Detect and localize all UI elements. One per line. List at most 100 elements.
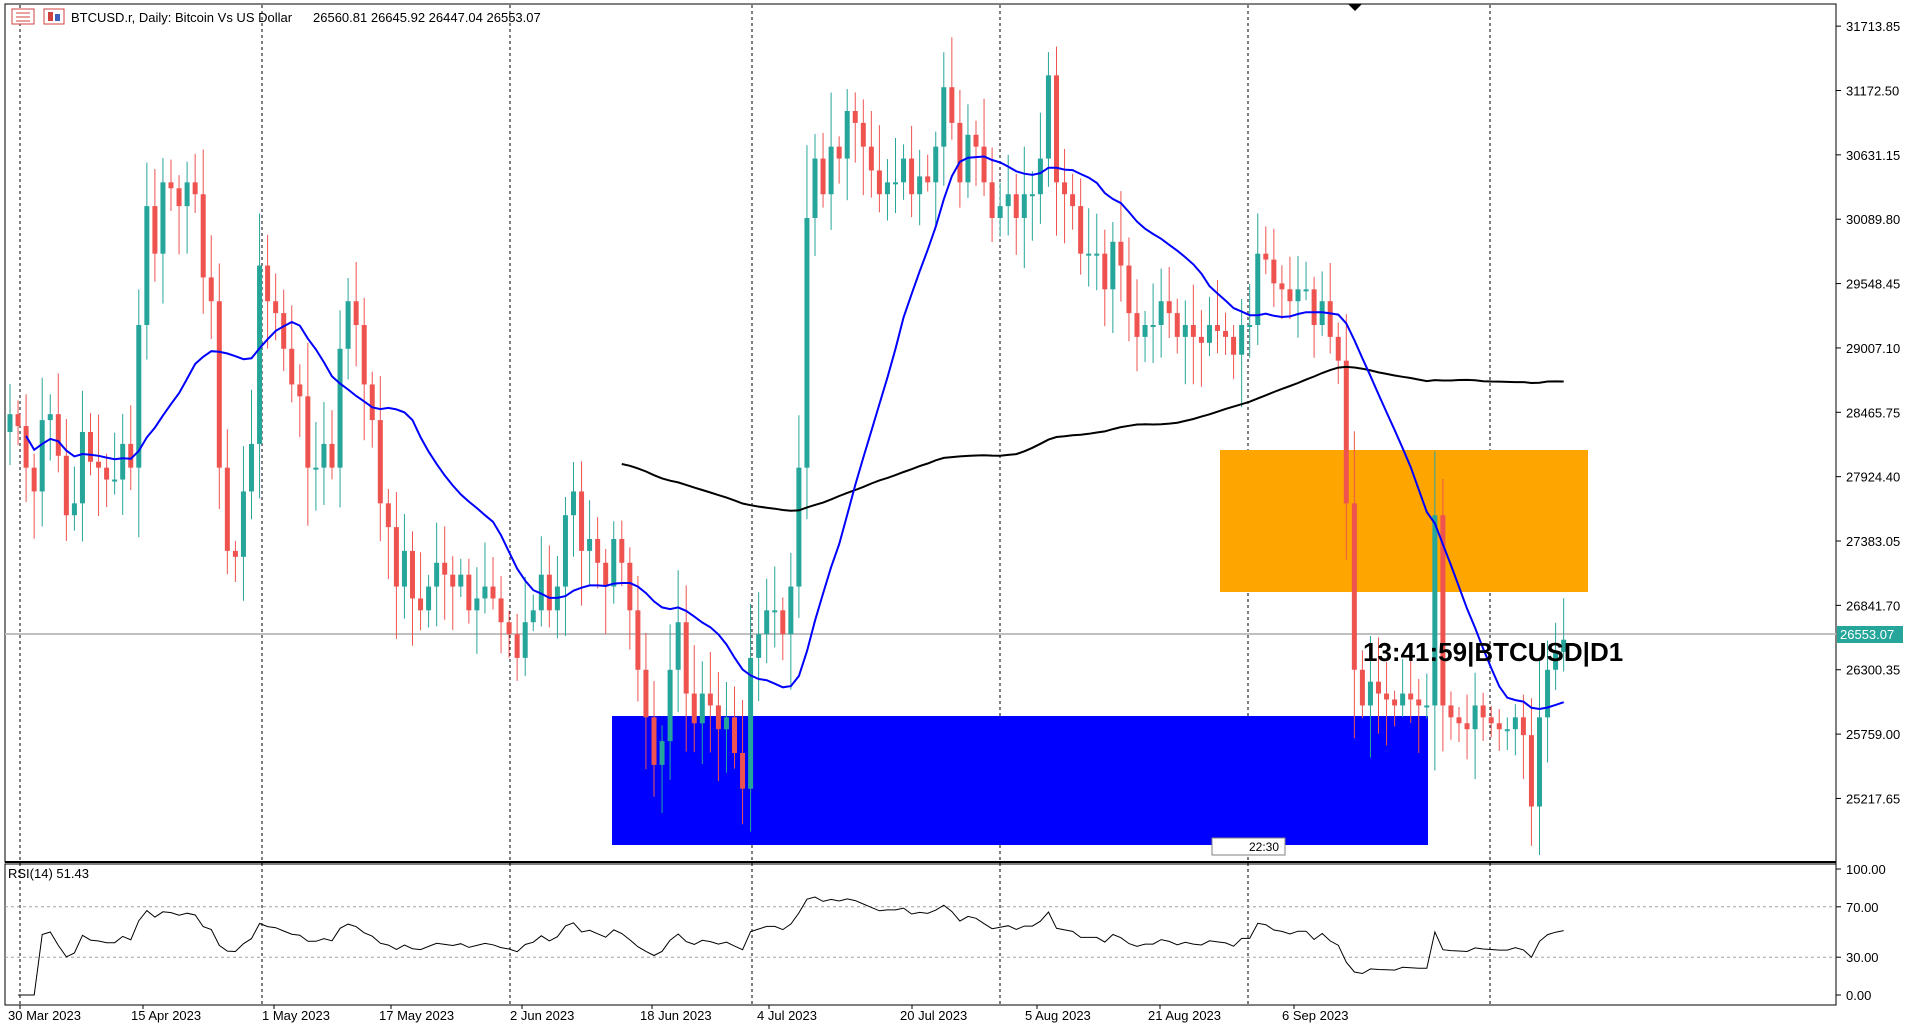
- candle-body[interactable]: [627, 562, 633, 611]
- candle-body[interactable]: [1102, 253, 1108, 290]
- moving-average-fast[interactable]: [25, 155, 1565, 711]
- candle-body[interactable]: [707, 693, 713, 706]
- candle-body[interactable]: [71, 503, 77, 516]
- candle-body[interactable]: [1190, 325, 1196, 337]
- candle-body[interactable]: [289, 348, 295, 385]
- candle-body[interactable]: [1448, 705, 1454, 718]
- candle-body[interactable]: [538, 574, 544, 611]
- candle-body[interactable]: [1561, 639, 1567, 652]
- candle-body[interactable]: [804, 218, 810, 468]
- candle-body[interactable]: [1351, 503, 1357, 670]
- candle-body[interactable]: [1488, 717, 1494, 724]
- candle-body[interactable]: [265, 265, 271, 302]
- moving-average-slow[interactable]: [621, 365, 1564, 512]
- candle-body[interactable]: [112, 479, 118, 482]
- candle-body[interactable]: [418, 598, 424, 611]
- candle-body[interactable]: [1512, 717, 1518, 730]
- candle-body[interactable]: [184, 182, 190, 207]
- candle-body[interactable]: [611, 539, 617, 587]
- candle-body[interactable]: [1432, 515, 1438, 706]
- candle-body[interactable]: [522, 622, 528, 658]
- candle-body[interactable]: [321, 443, 327, 468]
- candle-body[interactable]: [1045, 75, 1051, 159]
- candle-body[interactable]: [1496, 723, 1502, 730]
- candle-body[interactable]: [603, 562, 609, 587]
- candle-body[interactable]: [1424, 705, 1430, 708]
- supply-zone[interactable]: [1220, 450, 1588, 592]
- candle-body[interactable]: [1247, 325, 1253, 327]
- candle-body[interactable]: [1545, 669, 1551, 718]
- candle-body[interactable]: [144, 206, 150, 325]
- candle-body[interactable]: [168, 182, 174, 189]
- candle-body[interactable]: [909, 158, 915, 195]
- candle-body[interactable]: [917, 176, 923, 195]
- candle-body[interactable]: [442, 562, 448, 575]
- candle-body[interactable]: [764, 610, 770, 635]
- candle-body[interactable]: [369, 384, 375, 421]
- candle-body[interactable]: [1327, 301, 1333, 337]
- candle-body[interactable]: [691, 693, 697, 724]
- candle-body[interactable]: [39, 420, 45, 492]
- demand-zone[interactable]: [612, 716, 1428, 845]
- candle-body[interactable]: [1359, 669, 1365, 706]
- candle-body[interactable]: [1142, 325, 1148, 337]
- candle-body[interactable]: [7, 414, 13, 432]
- candle-body[interactable]: [257, 265, 263, 444]
- candle-body[interactable]: [1150, 325, 1156, 327]
- candle-body[interactable]: [780, 610, 786, 635]
- candle-body[interactable]: [1472, 705, 1478, 730]
- candle-body[interactable]: [273, 301, 279, 314]
- candle-body[interactable]: [1029, 194, 1035, 197]
- candle-body[interactable]: [434, 562, 440, 587]
- candle-body[interactable]: [410, 550, 415, 599]
- candle-body[interactable]: [901, 158, 907, 183]
- candle-body[interactable]: [1384, 693, 1390, 700]
- rsi-line[interactable]: [18, 896, 1564, 996]
- candle-body[interactable]: [732, 717, 737, 753]
- candle-body[interactable]: [1520, 717, 1526, 736]
- candle-body[interactable]: [1263, 253, 1269, 260]
- candle-body[interactable]: [120, 443, 126, 480]
- candle-body[interactable]: [490, 586, 496, 599]
- candle-body[interactable]: [587, 539, 593, 551]
- candle-body[interactable]: [160, 182, 166, 254]
- candle-body[interactable]: [249, 443, 254, 492]
- candle-body[interactable]: [595, 539, 601, 563]
- candle-body[interactable]: [836, 146, 842, 159]
- candle-body[interactable]: [1182, 325, 1188, 337]
- candle-body[interactable]: [1166, 301, 1172, 314]
- candle-body[interactable]: [15, 414, 21, 427]
- candle-body[interactable]: [1174, 313, 1180, 337]
- candle-body[interactable]: [458, 574, 464, 587]
- shift-marker-icon[interactable]: [1348, 4, 1362, 11]
- candle-body[interactable]: [1231, 336, 1237, 355]
- candle-body[interactable]: [723, 717, 729, 730]
- candles[interactable]: [7, 37, 1567, 855]
- candle-body[interactable]: [482, 586, 488, 599]
- candle-body[interactable]: [1054, 75, 1059, 183]
- candle-body[interactable]: [820, 158, 826, 195]
- candle-body[interactable]: [224, 467, 230, 551]
- candle-body[interactable]: [1013, 194, 1019, 218]
- candle-body[interactable]: [1303, 289, 1309, 292]
- candle-body[interactable]: [1408, 693, 1414, 700]
- candle-body[interactable]: [1198, 336, 1204, 343]
- candle-body[interactable]: [893, 182, 898, 185]
- candle-body[interactable]: [828, 146, 834, 195]
- candle-body[interactable]: [973, 134, 979, 147]
- candle-body[interactable]: [1118, 241, 1124, 266]
- candle-body[interactable]: [474, 598, 480, 611]
- candle-body[interactable]: [1416, 699, 1422, 706]
- candle-body[interactable]: [852, 111, 858, 123]
- candle-body[interactable]: [949, 87, 955, 123]
- candle-body[interactable]: [305, 396, 311, 468]
- candle-body[interactable]: [1070, 194, 1076, 207]
- candle-body[interactable]: [1504, 729, 1510, 732]
- candle-body[interactable]: [562, 515, 568, 587]
- rsi-pane[interactable]: [4, 863, 1837, 1006]
- candle-body[interactable]: [683, 622, 689, 694]
- candle-body[interactable]: [546, 574, 552, 611]
- candle-body[interactable]: [925, 176, 931, 183]
- candle-body[interactable]: [1553, 651, 1559, 670]
- candle-body[interactable]: [884, 182, 890, 195]
